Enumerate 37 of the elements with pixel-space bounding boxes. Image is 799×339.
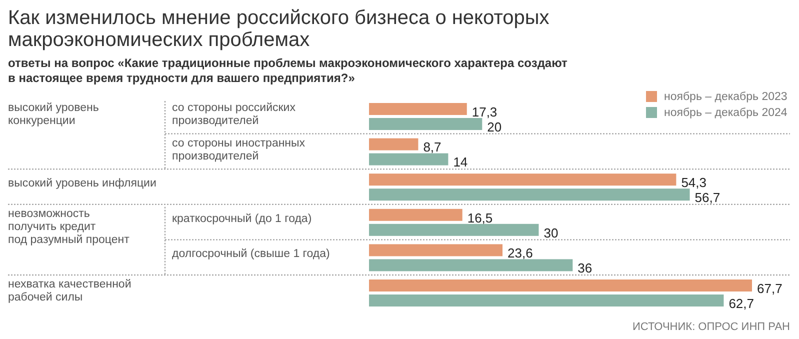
legend-label: ноябрь – декабрь 2023 — [664, 91, 788, 104]
bar — [369, 188, 690, 201]
chart-subtitle: ответы на вопрос «Какие традиционные проблемы макроэкономического характера создают в настоящее время трудности для вашего предприятия?» — [8, 56, 568, 85]
data-label: 23,6 — [508, 246, 533, 261]
bar — [369, 118, 482, 130]
data-label: 36 — [578, 260, 592, 276]
chart-title: Как изменилось мнение российского бизнеса о некоторых макроэкономических проблемах — [8, 7, 550, 51]
bar — [369, 138, 418, 150]
y-tick-label: со стороны российских производителей — [172, 102, 296, 127]
text: невозможность получить кредит под разумный процент — [8, 208, 130, 246]
bar — [369, 244, 503, 256]
data-label: 14 — [453, 154, 468, 170]
data-label: 62,7 — [728, 296, 754, 311]
y-tick-label: краткосрочный (до 1 года) — [172, 212, 312, 225]
text: нехватка качественной рабочей силы — [8, 278, 132, 304]
bar — [369, 280, 752, 292]
data-label: 8,7 — [423, 140, 442, 155]
text: высокий уровень инфляции — [8, 178, 156, 190]
bar — [369, 153, 448, 166]
y-tick-label: со стороны иностранных производителей — [172, 137, 306, 162]
data-label: 30 — [544, 225, 558, 240]
y-tick-label: долгосрочный (свыше 1 года) — [172, 248, 330, 260]
text: высокий уровень конкуренции — [8, 102, 99, 127]
data-label: 54,3 — [681, 175, 707, 190]
text: ИСТОЧНИК: ОПРОС ИНП РАН — [632, 321, 790, 333]
data-label: 20 — [487, 119, 502, 134]
bar — [369, 174, 676, 186]
bar — [369, 259, 573, 272]
data-label: 17,3 — [472, 104, 498, 120]
bar — [369, 224, 539, 236]
data-label: 16,5 — [467, 210, 493, 226]
bar — [369, 103, 467, 115]
data-label: 67,7 — [757, 280, 782, 296]
bar — [369, 294, 724, 306]
data-label: 56,7 — [694, 190, 720, 206]
legend-label: ноябрь – декабрь 2024 — [664, 107, 788, 120]
bar — [369, 208, 462, 221]
